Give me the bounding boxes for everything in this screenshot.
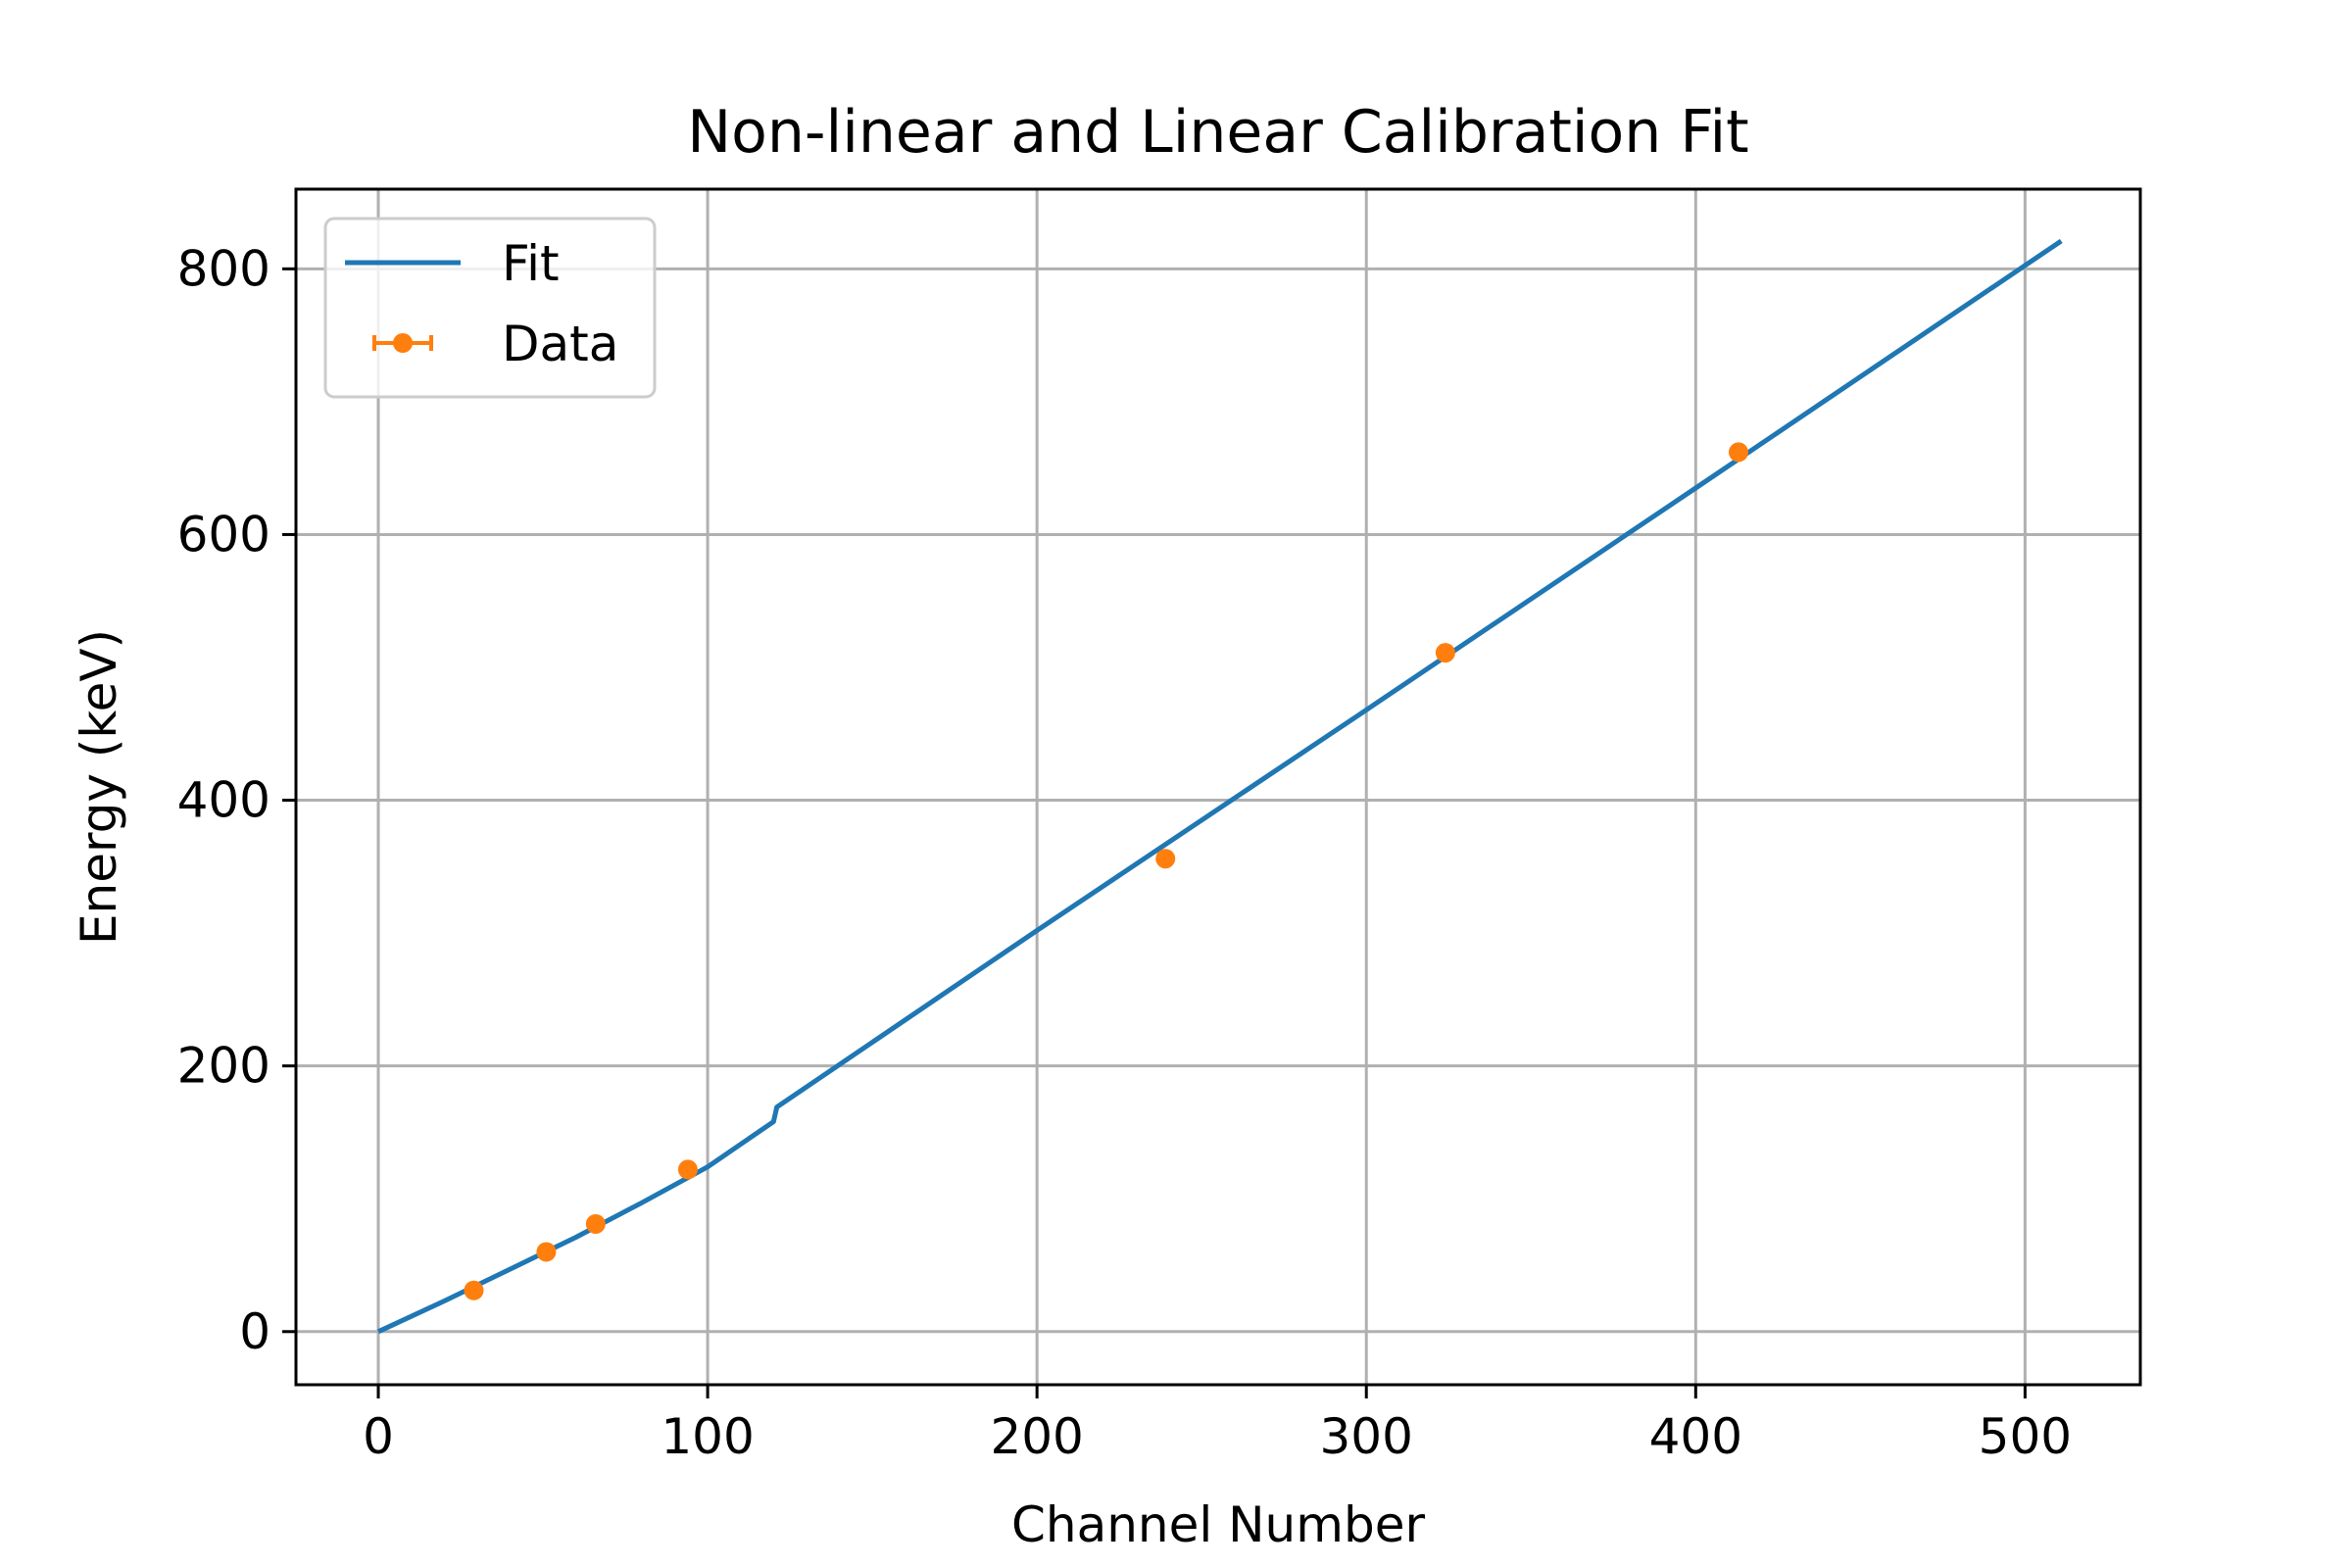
- y-axis-label: Energy (keV): [71, 629, 127, 945]
- x-tick-label: 0: [363, 1408, 394, 1465]
- fit-line: [376, 238, 2063, 1335]
- legend-data-label: Data: [502, 316, 618, 372]
- data-point: [1155, 849, 1176, 869]
- data-point: [677, 1159, 698, 1180]
- x-tick-label: 100: [661, 1408, 754, 1465]
- data-point: [1435, 643, 1455, 663]
- data-point: [1728, 442, 1748, 463]
- legend-fit-label: Fit: [502, 235, 560, 292]
- y-tick-label: 400: [177, 772, 270, 829]
- y-tick-label: 600: [177, 506, 270, 563]
- grid: [296, 189, 2140, 1385]
- plot-frame: [294, 187, 2142, 1387]
- data-point: [464, 1280, 484, 1300]
- chart-title: Non-linear and Linear Calibration Fit: [687, 98, 1748, 167]
- legend: Fit Data: [323, 217, 657, 399]
- y-tick-label: 800: [177, 240, 270, 297]
- legend-data-marker: [393, 333, 413, 353]
- data-point: [536, 1242, 557, 1262]
- x-axis-label: Channel Number: [1011, 1496, 1425, 1553]
- series-layer: [376, 238, 2063, 1335]
- y-tick-label: 200: [177, 1038, 270, 1095]
- x-tick-label: 200: [990, 1408, 1083, 1465]
- data-point: [585, 1213, 606, 1234]
- x-tick-label: 300: [1320, 1408, 1413, 1465]
- ticks: 0 100 200 300 400 500 0 200 400 600 800: [177, 240, 2073, 1465]
- y-tick-label: 0: [239, 1303, 270, 1360]
- x-tick-label: 500: [1979, 1408, 2072, 1465]
- x-tick-label: 400: [1649, 1408, 1742, 1465]
- legend-data-swatch: [372, 333, 433, 353]
